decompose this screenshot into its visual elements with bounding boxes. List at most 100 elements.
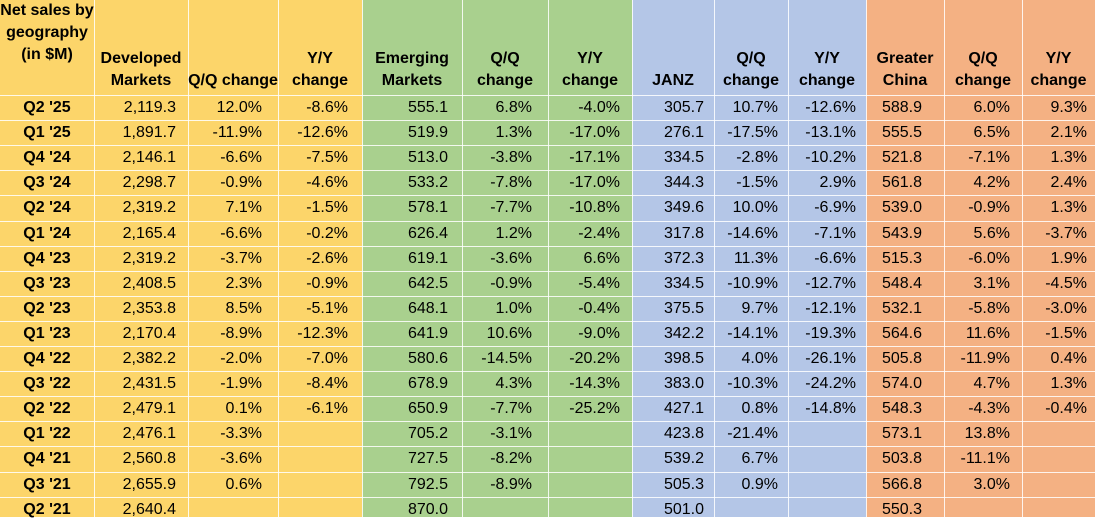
grid-line-vertical bbox=[1022, 0, 1023, 517]
table-cell-gc-yy: 1.3% bbox=[1050, 375, 1087, 393]
table-cell-gc-yy: 2.4% bbox=[1050, 174, 1087, 192]
table-cell-gc-qq: -11.1% bbox=[960, 450, 1010, 468]
table-cell-janz-qq: 6.7% bbox=[741, 450, 778, 468]
table-cell-janz-yy: -19.3% bbox=[805, 324, 856, 342]
table-cell-em: 648.1 bbox=[407, 299, 448, 317]
table-cell-dm-yy: -6.1% bbox=[306, 400, 348, 418]
table-cell-dm-yy: -8.6% bbox=[306, 99, 348, 117]
table-cell-gc: 539.0 bbox=[881, 199, 922, 217]
table-cell-em: 533.2 bbox=[407, 174, 448, 192]
row-label: Q1 '22 bbox=[23, 425, 71, 443]
table-cell-gc-yy bbox=[1022, 447, 1095, 471]
table-cell-dm: 2,146.1 bbox=[122, 149, 176, 167]
table-cell-janz-yy: -13.1% bbox=[805, 124, 856, 142]
table-cell-gc-qq: -4.3% bbox=[968, 400, 1010, 418]
table-cell-dm-yy bbox=[278, 422, 362, 446]
grid-line-horizontal bbox=[0, 271, 1095, 272]
table-cell-dm: 2,408.5 bbox=[122, 274, 176, 292]
table-cell-janz: 334.5 bbox=[663, 274, 704, 292]
table-cell-gc: 573.1 bbox=[881, 425, 922, 443]
row-label: Q4 '22 bbox=[23, 350, 71, 368]
table-cell-dm-qq: -1.9% bbox=[220, 375, 262, 393]
table-cell-dm-qq: 8.5% bbox=[225, 299, 262, 317]
table-cell-dm: 2,640.4 bbox=[122, 500, 176, 518]
row-label: Q4 '23 bbox=[23, 249, 71, 267]
table-cell-em: 619.1 bbox=[407, 249, 448, 267]
table-cell-dm: 2,319.2 bbox=[122, 199, 176, 217]
column-header-dm: Developed Markets bbox=[100, 50, 182, 89]
grid-line-vertical bbox=[632, 0, 633, 517]
table-cell-dm-qq: -6.6% bbox=[220, 224, 262, 242]
table-cell-em-yy: -0.4% bbox=[578, 299, 620, 317]
table-cell-em: 705.2 bbox=[407, 425, 448, 443]
grid-line-horizontal bbox=[0, 296, 1095, 297]
table-cell-gc-yy: 9.3% bbox=[1050, 99, 1087, 117]
table-cell-gc-qq: 3.0% bbox=[973, 475, 1010, 493]
table-cell-em-qq: 6.8% bbox=[495, 99, 532, 117]
table-cell-gc-yy: 1.3% bbox=[1050, 149, 1087, 167]
grid-line-horizontal bbox=[0, 321, 1095, 322]
table-cell-dm-yy bbox=[278, 498, 362, 522]
table-cell-em-yy: -2.4% bbox=[578, 224, 620, 242]
table-cell-dm-yy: -12.3% bbox=[297, 324, 348, 342]
table-cell-em-qq bbox=[462, 498, 548, 522]
table-cell-gc: 550.3 bbox=[881, 500, 922, 518]
table-cell-janz-yy: -7.1% bbox=[814, 224, 856, 242]
table-cell-em-qq: -14.5% bbox=[481, 350, 532, 368]
column-header-em: Emerging Markets bbox=[375, 50, 449, 89]
table-cell-em-yy: 6.6% bbox=[583, 249, 620, 267]
table-cell-janz-qq: -10.3% bbox=[727, 375, 778, 393]
table-cell-em-yy: -9.0% bbox=[578, 324, 620, 342]
table-cell-dm: 1,891.7 bbox=[122, 124, 176, 142]
table-cell-dm: 2,353.8 bbox=[122, 299, 176, 317]
table-cell-janz: 349.6 bbox=[663, 199, 704, 217]
column-header-dm-yy: Y/Y change bbox=[291, 50, 348, 89]
table-cell-gc: 532.1 bbox=[881, 299, 922, 317]
table-cell-janz-yy: -12.6% bbox=[805, 99, 856, 117]
table-cell-dm: 2,476.1 bbox=[122, 425, 176, 443]
table-cell-janz: 344.3 bbox=[663, 174, 704, 192]
grid-line-vertical bbox=[278, 0, 279, 517]
table-cell-gc-qq: -11.9% bbox=[960, 350, 1010, 368]
table-cell-gc-qq: -0.9% bbox=[968, 199, 1010, 217]
table-cell-gc: 543.9 bbox=[881, 224, 922, 242]
table-cell-gc: 503.8 bbox=[881, 450, 922, 468]
table-cell-dm-yy: -5.1% bbox=[306, 299, 348, 317]
row-label: Q4 '21 bbox=[23, 450, 71, 468]
table-cell-dm: 2,298.7 bbox=[122, 174, 176, 192]
table-cell-gc: 561.8 bbox=[881, 174, 922, 192]
table-cell-gc: 564.6 bbox=[881, 324, 922, 342]
table-cell-gc-qq: 5.6% bbox=[973, 224, 1010, 242]
table-cell-gc: 588.9 bbox=[881, 99, 922, 117]
column-header-janz: JANZ bbox=[652, 72, 694, 89]
table-cell-gc-qq: -6.0% bbox=[968, 249, 1010, 267]
row-label: Q2 '25 bbox=[23, 99, 71, 117]
row-label: Q3 '24 bbox=[23, 174, 71, 192]
column-header-gc: Greater China bbox=[876, 50, 934, 89]
table-cell-janz: 423.8 bbox=[663, 425, 704, 443]
grid-line-vertical bbox=[462, 0, 463, 517]
table-cell-janz-yy bbox=[788, 473, 866, 497]
grid-line-horizontal bbox=[0, 145, 1095, 146]
table-cell-janz-qq: 11.3% bbox=[733, 249, 778, 267]
table-cell-em: 555.1 bbox=[407, 99, 448, 117]
developed-markets-band bbox=[0, 0, 362, 517]
table-cell-janz-yy bbox=[788, 447, 866, 471]
table-cell-janz: 372.3 bbox=[663, 249, 704, 267]
row-label: Q1 '24 bbox=[23, 224, 71, 242]
table-cell-gc-qq: -5.8% bbox=[968, 299, 1010, 317]
table-cell-em-yy bbox=[548, 473, 632, 497]
table-cell-gc-yy bbox=[1022, 498, 1095, 522]
table-cell-janz-qq: -2.8% bbox=[736, 149, 778, 167]
table-cell-gc: 555.5 bbox=[881, 124, 922, 142]
table-cell-gc-yy bbox=[1022, 422, 1095, 446]
table-cell-em-qq: -7.8% bbox=[490, 174, 532, 192]
table-cell-dm-yy: -1.5% bbox=[306, 199, 348, 217]
grid-line-horizontal bbox=[0, 371, 1095, 372]
table-cell-em-yy: -17.1% bbox=[569, 149, 620, 167]
table-cell-janz-qq: 10.0% bbox=[732, 199, 778, 217]
table-cell-gc-yy: 0.4% bbox=[1050, 350, 1087, 368]
table-cell-em-qq: -0.9% bbox=[490, 274, 532, 292]
table-cell-janz: 383.0 bbox=[663, 375, 704, 393]
table-cell-janz-yy: -10.2% bbox=[805, 149, 856, 167]
